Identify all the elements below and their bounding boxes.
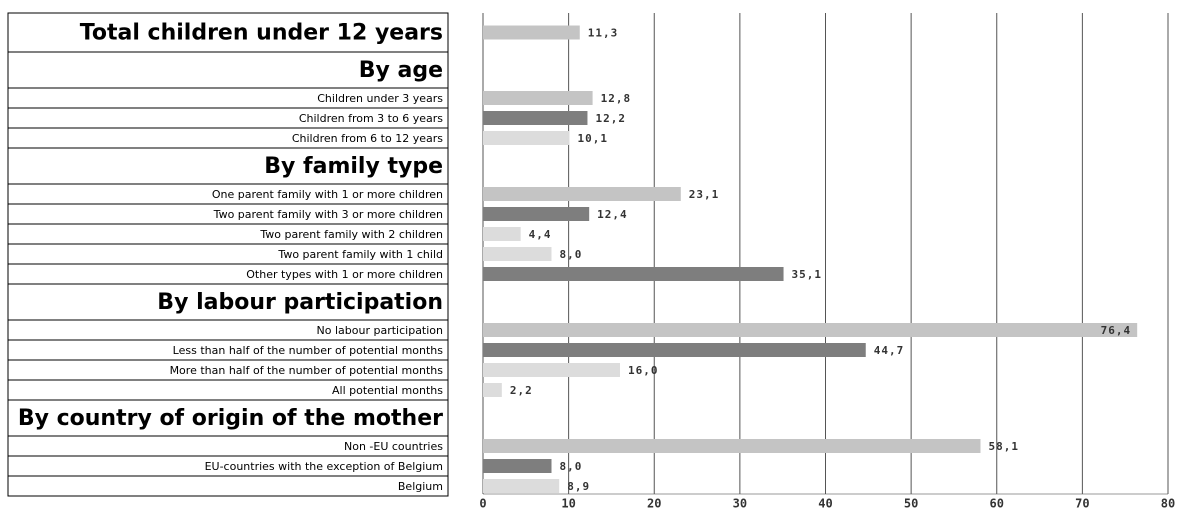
table-row bbox=[7, 475, 449, 497]
bar bbox=[483, 323, 1138, 337]
value-label: 44,7 bbox=[874, 344, 905, 357]
row-label: Children from 3 to 6 years bbox=[299, 112, 443, 125]
x-tick-label: 30 bbox=[733, 497, 747, 510]
bar bbox=[483, 459, 552, 473]
value-label: 12,2 bbox=[595, 112, 626, 125]
value-label: 8,0 bbox=[560, 460, 583, 473]
row-label: Children from 6 to 12 years bbox=[292, 132, 443, 145]
value-label: 16,0 bbox=[628, 364, 659, 377]
bar bbox=[483, 187, 681, 201]
value-label: 58,1 bbox=[988, 440, 1019, 453]
value-label: 2,2 bbox=[510, 384, 533, 397]
x-tick-label: 10 bbox=[561, 497, 575, 510]
value-label: 11,3 bbox=[588, 27, 619, 40]
x-tick-label: 70 bbox=[1075, 497, 1089, 510]
row-header: By country of origin of the mother bbox=[18, 406, 443, 431]
bar bbox=[483, 111, 588, 125]
bar bbox=[483, 131, 570, 145]
x-tick-label: 40 bbox=[818, 497, 832, 510]
row-header: By labour participation bbox=[157, 290, 443, 315]
row-label: Two parent family with 1 child bbox=[277, 248, 443, 261]
row-label: Two parent family with 2 children bbox=[259, 228, 443, 241]
row-label: Two parent family with 3 or more childre… bbox=[213, 208, 443, 221]
row-label: More than half of the number of potentia… bbox=[170, 364, 444, 377]
bar bbox=[483, 363, 620, 377]
table-row bbox=[7, 283, 449, 321]
bar bbox=[483, 207, 590, 221]
row-label: Children under 3 years bbox=[317, 92, 443, 105]
row-label: EU-countries with the exception of Belgi… bbox=[205, 460, 443, 473]
bar bbox=[483, 383, 502, 397]
table-row bbox=[7, 399, 449, 437]
row-label: One parent family with 1 or more childre… bbox=[212, 188, 443, 201]
value-label: 8,0 bbox=[560, 248, 583, 261]
value-label: 8,9 bbox=[567, 480, 590, 493]
bar bbox=[483, 439, 981, 453]
bar bbox=[483, 267, 784, 281]
bar bbox=[483, 343, 866, 357]
x-tick-label: 50 bbox=[904, 497, 918, 510]
row-header: Total children under 12 years bbox=[80, 21, 443, 46]
x-tick-label: 20 bbox=[647, 497, 661, 510]
value-label: 35,1 bbox=[792, 268, 823, 281]
row-label: No labour participation bbox=[317, 324, 443, 337]
value-label: 10,1 bbox=[577, 132, 608, 145]
row-label: Non -EU countries bbox=[344, 440, 443, 453]
row-header: By family type bbox=[264, 154, 443, 179]
row-label: Less than half of the number of potentia… bbox=[173, 344, 444, 357]
bar bbox=[483, 91, 593, 105]
row-label: Belgium bbox=[398, 480, 443, 493]
bar bbox=[483, 247, 552, 261]
table-row bbox=[7, 51, 449, 89]
value-label: 23,1 bbox=[689, 188, 720, 201]
value-label: 12,4 bbox=[597, 208, 628, 221]
row-label: Other types with 1 or more children bbox=[246, 268, 443, 281]
bar bbox=[483, 227, 521, 241]
value-label: 4,4 bbox=[529, 228, 552, 241]
table-row bbox=[7, 12, 449, 53]
x-tick-label: 0 bbox=[479, 497, 486, 510]
row-label: All potential months bbox=[332, 384, 443, 397]
value-label: 12,8 bbox=[601, 92, 632, 105]
bar bbox=[483, 479, 560, 493]
x-tick-label: 80 bbox=[1161, 497, 1175, 510]
row-header: By age bbox=[359, 58, 443, 83]
value-label: 76,4 bbox=[1101, 324, 1132, 337]
bar bbox=[483, 25, 580, 40]
x-tick-label: 60 bbox=[990, 497, 1004, 510]
